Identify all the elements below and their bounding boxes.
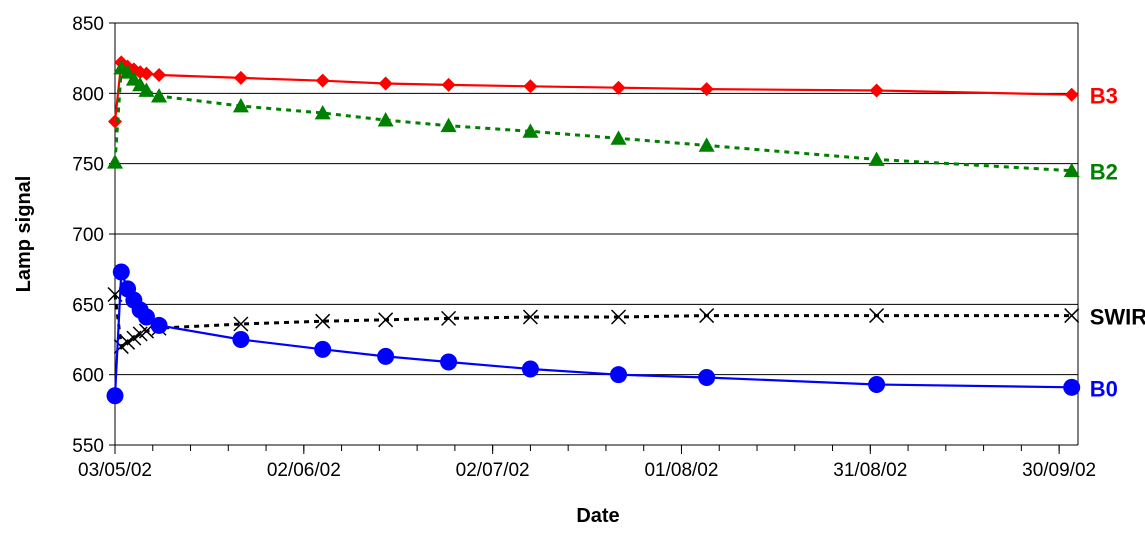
series-label-b0: B0 bbox=[1090, 376, 1118, 401]
data-point bbox=[610, 366, 628, 384]
data-point bbox=[522, 123, 539, 138]
data-point bbox=[378, 312, 394, 328]
data-point bbox=[1064, 308, 1080, 324]
data-point bbox=[441, 310, 457, 326]
data-point bbox=[120, 334, 136, 350]
series-b0 bbox=[106, 263, 1081, 405]
series-labels: B3 B2 SWIR B0 bbox=[1090, 84, 1145, 402]
data-point bbox=[377, 112, 394, 127]
data-point bbox=[151, 88, 168, 103]
data-point bbox=[523, 79, 538, 94]
data-point bbox=[440, 117, 457, 133]
y-tick-label: 800 bbox=[72, 84, 104, 105]
series-swir bbox=[107, 286, 1080, 355]
axes: 550 600 650 700 750 800 850 03/05/02 02/06/02 02/… bbox=[72, 14, 1096, 481]
data-point bbox=[315, 313, 331, 329]
data-point bbox=[868, 376, 886, 394]
series-label-swir: SWIR bbox=[1090, 305, 1145, 330]
data-point bbox=[611, 80, 626, 95]
data-point bbox=[126, 330, 142, 346]
x-tick-label: 02/07/02 bbox=[456, 460, 530, 481]
series-line-b3 bbox=[113, 60, 1072, 122]
data-point bbox=[232, 331, 250, 348]
data-point bbox=[232, 97, 249, 113]
y-axis-title: Lamp signal bbox=[13, 176, 35, 293]
data-point bbox=[138, 82, 155, 97]
series-label-b3: B3 bbox=[1090, 84, 1118, 109]
data-point bbox=[698, 137, 715, 152]
data-point bbox=[868, 151, 885, 166]
x-tick-label: 02/06/02 bbox=[267, 460, 341, 481]
series-line-b2 bbox=[113, 65, 1072, 173]
series-label-b2: B2 bbox=[1090, 160, 1118, 185]
data-point bbox=[698, 368, 716, 386]
series-line-swir bbox=[113, 294, 1072, 350]
data-point bbox=[378, 76, 393, 91]
data-point bbox=[107, 154, 123, 169]
data-point bbox=[1063, 378, 1081, 396]
data-point bbox=[108, 114, 122, 129]
data-point bbox=[869, 83, 884, 98]
x-axis-title: Date bbox=[576, 505, 619, 527]
data-point bbox=[233, 70, 248, 85]
data-point bbox=[610, 130, 627, 145]
x-tick-label: 31/08/02 bbox=[833, 460, 907, 481]
y-tick-label: 600 bbox=[72, 366, 104, 387]
data-point bbox=[106, 387, 124, 405]
data-point bbox=[521, 360, 539, 378]
series-line-b0 bbox=[113, 271, 1072, 396]
data-point bbox=[314, 340, 332, 358]
series-group bbox=[106, 55, 1081, 405]
data-point bbox=[699, 308, 715, 324]
data-point bbox=[233, 316, 249, 332]
data-point bbox=[440, 353, 458, 371]
data-point bbox=[150, 316, 168, 334]
data-point bbox=[119, 64, 136, 79]
data-point bbox=[314, 105, 331, 120]
data-point bbox=[610, 309, 627, 325]
y-tick-label: 550 bbox=[72, 436, 104, 457]
y-tick-label: 650 bbox=[72, 295, 104, 316]
data-point bbox=[112, 263, 130, 281]
y-tick-label: 750 bbox=[72, 155, 104, 176]
data-point bbox=[441, 77, 456, 92]
x-tick-label: 30/09/02 bbox=[1022, 460, 1096, 481]
series-b2 bbox=[107, 60, 1080, 178]
y-tick-label: 850 bbox=[72, 14, 104, 35]
data-point bbox=[152, 68, 167, 83]
data-point bbox=[139, 66, 154, 81]
gridlines bbox=[115, 22, 1078, 376]
data-point bbox=[1063, 162, 1080, 178]
data-point bbox=[699, 82, 714, 97]
data-point bbox=[377, 347, 395, 365]
data-point bbox=[137, 308, 155, 326]
data-point bbox=[869, 308, 885, 324]
data-point bbox=[315, 73, 330, 88]
x-tick-label: 03/05/02 bbox=[78, 460, 152, 481]
y-tick-label: 700 bbox=[72, 225, 104, 246]
series-b3 bbox=[108, 55, 1079, 129]
data-point bbox=[522, 309, 538, 325]
data-point bbox=[1064, 87, 1079, 102]
x-tick-label: 01/08/02 bbox=[644, 460, 718, 481]
